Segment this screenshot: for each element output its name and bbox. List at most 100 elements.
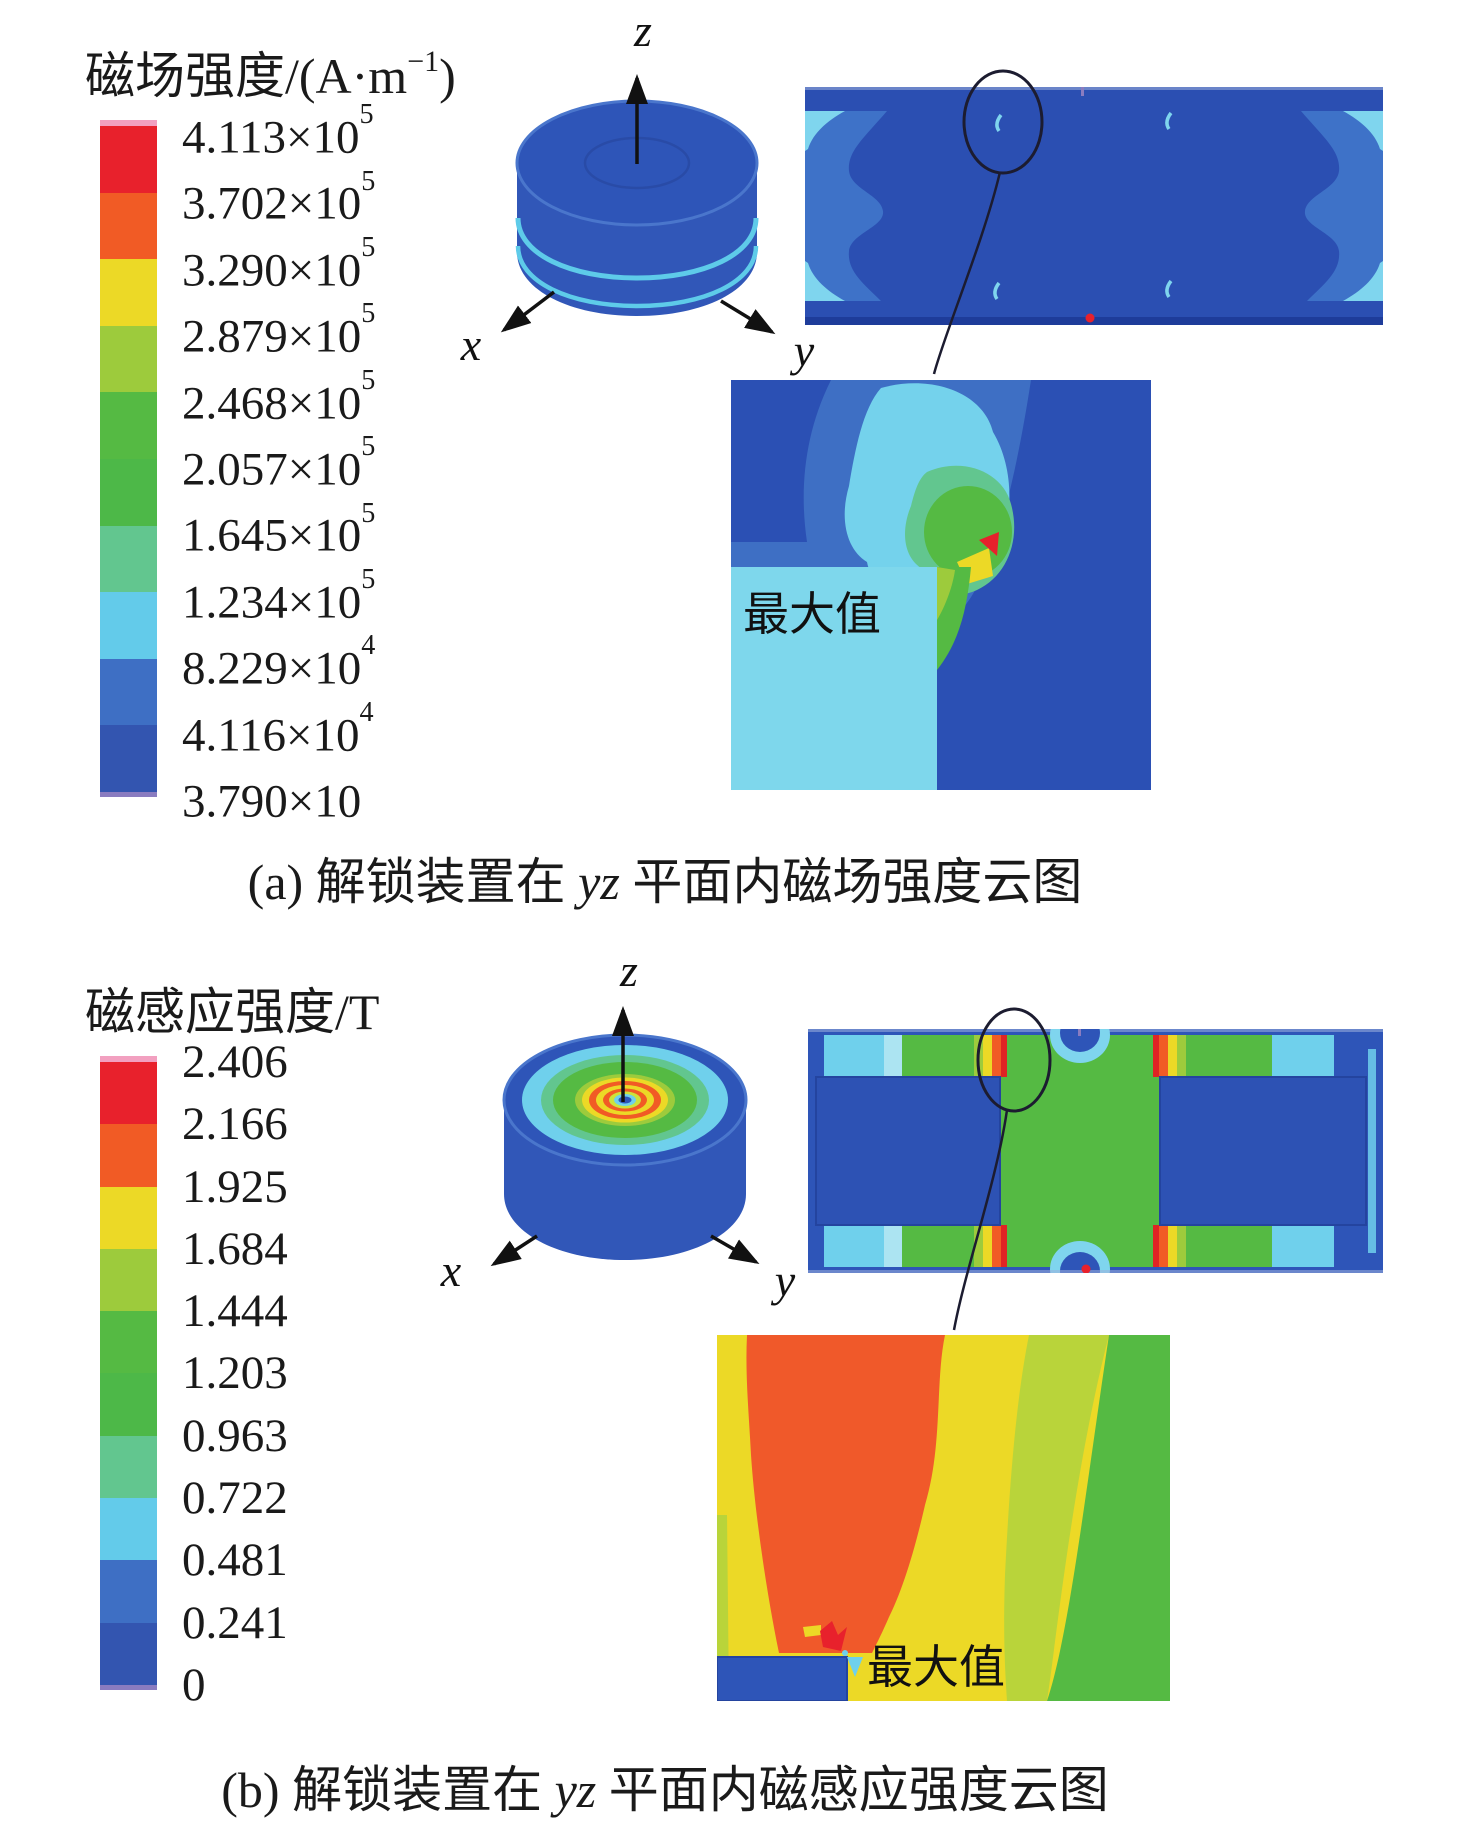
contour-background [805,87,1383,325]
max-point-dot [1081,1264,1091,1273]
y-axis-label: y [790,325,815,376]
colorbar-segment [100,725,157,792]
colorbar-segment [100,1560,157,1623]
colorbar-segment [100,192,157,260]
tick-label: 0.722 [182,1472,288,1525]
tick-label: 1.645×105 [182,497,376,562]
colorbar-cap [100,1684,157,1690]
inset-dark-region [937,380,1151,790]
tick-label: 0.963 [182,1409,288,1462]
contour-plot-a [805,87,1383,325]
legend-title-b: 磁感应强度/T [85,984,380,1040]
colorbar-segment [100,525,157,593]
tick-label: 4.113×105 [182,99,374,164]
colorbar-ticks-a: 4.113×105 3.702×105 3.290×105 2.879×105 … [182,95,462,828]
contour-side-region [805,111,887,301]
colorbar-segment [100,1435,157,1499]
tick-label: 1.234×105 [182,564,376,629]
colorbar-segment [100,325,157,393]
contour-plot-b [808,1029,1383,1273]
cylinder-rim-glow [515,217,759,281]
colorbar-a [100,120,157,797]
z-axis-label: z [619,945,638,996]
zoom-inset-b: 最大值 [717,1335,1170,1701]
inset-blue-block [717,1656,848,1701]
zoom-leader-line [932,171,1002,375]
caption-b: (b) 解锁装置在 yz 平面内磁感应强度云图 [221,1762,1109,1818]
inset-cyan-dot [842,1650,848,1656]
colorbar-ticks-b: 2.406 2.166 1.925 1.684 1.444 1.203 0.96… [182,1031,462,1716]
model-3d-b: z x y [440,945,796,1306]
inset-red-max-spot [979,532,999,556]
inset-cyan-sliver [847,1657,863,1677]
tick-label: 8.229×104 [182,630,376,695]
zoom-annotation-a [932,69,1044,375]
zoom-leader-line [952,1109,1009,1331]
blue-block-left [815,1076,1001,1226]
tick-label: 0.481 [182,1534,288,1587]
field-mark [995,113,1003,133]
tick-label: 1.684 [182,1222,288,1275]
y-axis-arrow [710,1234,760,1265]
colorbar-segment [100,1062,157,1125]
colorbar-segment [100,392,157,459]
zoom-annotation-b [952,1007,1052,1331]
inset-red-max-spot [820,1621,847,1651]
inset-ygreen-sliver [717,1515,729,1701]
cylinder-rim-glow [515,245,759,309]
inset-dark-region [731,380,831,542]
ring-center [618,1096,632,1104]
x-axis-label: x [440,1245,462,1296]
tick-label: 4.116×104 [182,696,374,762]
inset-ygreen-sliver [937,567,955,620]
colorbar-segment [100,658,157,726]
inset-ygreen-band [1004,1335,1109,1701]
tick-label: 0.241 [182,1596,288,1649]
model-3d-a: z x y [460,5,815,376]
colorbar-segment [100,1311,157,1374]
zoom-circle [962,69,1044,175]
colorbar-cap [100,120,157,126]
legend-title-a: 磁场强度/(A·m−1) [85,44,456,104]
inset-yellow-dash [803,1625,821,1637]
blue-block-right [1159,1076,1367,1226]
tick-label: 2.406 [182,1036,288,1088]
y-axis-arrow [720,299,776,335]
x-axis-label: x [460,319,482,370]
max-point-dot [1085,313,1095,323]
tick-label: 1.203 [182,1347,288,1400]
colorbar-segment [100,1373,157,1436]
x-axis-arrow [500,290,556,333]
colorbar-segment [100,1248,157,1312]
tick-label: 3.702×105 [182,165,376,231]
tick-label: 0 [182,1658,206,1711]
colorbar-b [100,1056,157,1690]
inset-cyan-quadrant [731,567,937,790]
tick-label: 2.879×105 [182,298,376,363]
field-mark [1165,279,1173,299]
zoom-inset-a: 最大值 [731,380,1151,790]
colorbar-segment [100,126,157,193]
colorbar-segment [100,592,157,659]
y-axis-label: y [771,1255,796,1306]
colorbar-segment [100,1186,157,1249]
max-value-label: 最大值 [743,589,881,640]
field-mark [993,281,1001,301]
colorbar-segment [100,458,157,526]
tick-label: 3.290×105 [182,232,376,297]
green-column [1000,1035,1160,1267]
colorbar-segment [100,259,157,326]
inset-orange-band [746,1335,945,1653]
tick-label: 3.790×10 [182,775,362,828]
tick-label: 1.444 [182,1285,288,1338]
tick-label: 1.925 [182,1160,288,1213]
max-value-label: 最大值 [867,1642,1005,1693]
z-axis-label: z [633,5,652,56]
tick-label: 2.468×105 [182,364,376,430]
colorbar-segment [100,1498,157,1561]
colorbar-cap [100,1056,157,1062]
x-axis-arrow [490,1234,538,1267]
colorbar-cap [100,791,157,797]
colorbar-segment [100,1124,157,1187]
